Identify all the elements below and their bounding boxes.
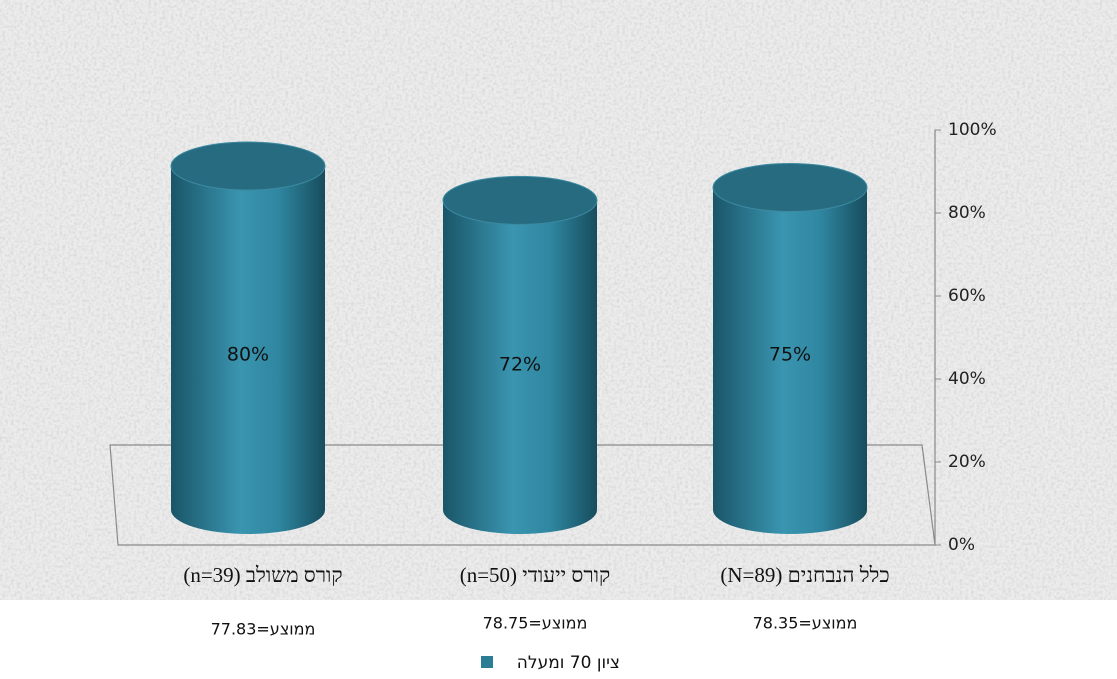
legend-label: ציון 70 ומעלה [517, 653, 620, 673]
category-note: ממוצע=78.35 [753, 614, 858, 633]
category-note: ממוצע=78.75 [483, 614, 588, 633]
y-tick-label: 60% [948, 286, 986, 306]
category-note: ממוצע=77.83 [211, 620, 316, 639]
y-tick-label: 100% [948, 120, 997, 140]
bar [170, 141, 326, 534]
y-tick-label: 20% [948, 452, 986, 472]
bar-top [712, 163, 868, 212]
value-label: 75% [769, 344, 811, 366]
bar-body [171, 166, 325, 534]
bar-body [443, 200, 597, 534]
value-label: 72% [499, 354, 541, 376]
x-tick-label: קורס ייעודי (n=50) [460, 563, 611, 587]
y-tick-label: 80% [948, 203, 986, 223]
bar [442, 175, 598, 534]
x-tick-label: כלל הנבחנים (N=89) [720, 563, 889, 587]
value-label: 80% [227, 344, 269, 366]
y-tick-label: 40% [948, 369, 986, 389]
bar-body [713, 187, 867, 534]
legend-swatch [481, 656, 493, 668]
y-tick-label: 0% [948, 535, 975, 555]
bar-top [170, 141, 326, 191]
x-tick-label: קורס משולב (n=39) [183, 563, 342, 587]
bar-top [442, 175, 598, 225]
bar [712, 163, 868, 534]
